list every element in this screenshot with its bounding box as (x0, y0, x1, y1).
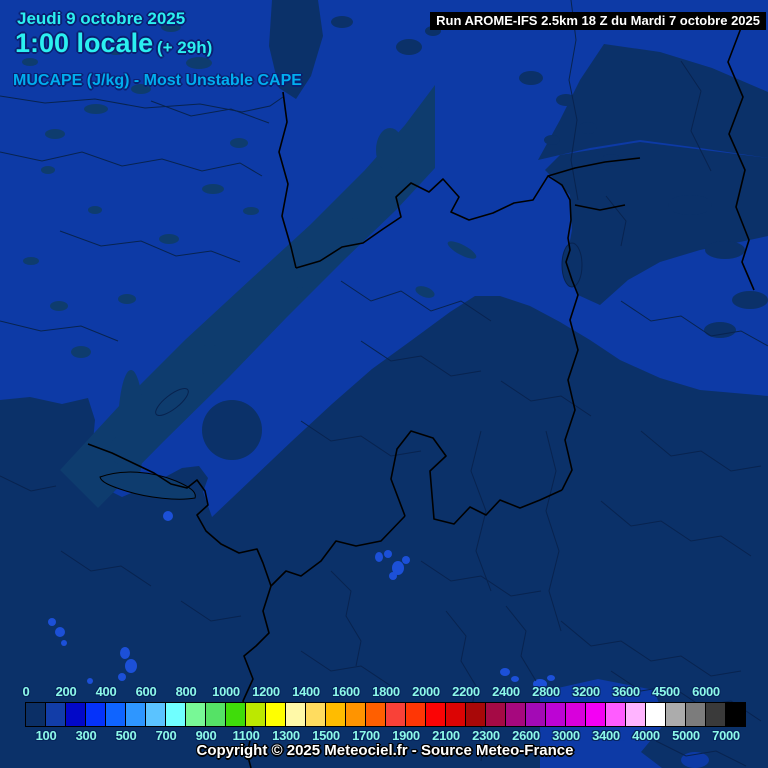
border-bodensee-shore (547, 157, 641, 177)
legend-cell-3200-3400 (585, 702, 606, 727)
rhine-valley-region (561, 242, 583, 288)
border-german-austrian (727, 27, 755, 291)
legend-cell-2600-2800 (525, 702, 546, 727)
legend-label-2100: 2100 (432, 728, 460, 743)
legend-cell-1500-1600 (325, 702, 346, 727)
legend-cell-6000-7000 (705, 702, 726, 727)
lake-geneva (99, 471, 196, 500)
legend-cell-1100-1200 (245, 702, 266, 727)
legend-label-3200: 3200 (572, 684, 600, 699)
legend-label-1400: 1400 (292, 684, 320, 699)
legend-cell-3600-4000 (625, 702, 646, 727)
legend-label-1600: 1600 (332, 684, 360, 699)
border-geneva (87, 443, 272, 587)
legend-label-1900: 1900 (392, 728, 420, 743)
legend-cell-1900-2000 (405, 702, 426, 727)
border-swiss-north-east (295, 175, 579, 491)
legend-cell-2400-2600 (505, 702, 526, 727)
lake-lucerne (415, 286, 435, 298)
lake-zurich (447, 241, 477, 259)
legend-cell-300-400 (85, 702, 106, 727)
legend-cell-1400-1500 (305, 702, 326, 727)
legend-label-700: 700 (155, 728, 177, 743)
legend-cell-1300-1400 (285, 702, 306, 727)
legend-cell-3000-3200 (565, 702, 586, 727)
lakes (99, 241, 583, 500)
legend-label-6000: 6000 (692, 684, 720, 699)
legend-label-2800: 2800 (532, 684, 560, 699)
legend-cell-2300-2400 (485, 702, 506, 727)
legend-label-1300: 1300 (272, 728, 300, 743)
country-borders (87, 27, 755, 768)
legend-cell-500-600 (125, 702, 146, 727)
forecast-local-time: 1:00 locale (15, 28, 154, 58)
legend-cell-400-500 (105, 702, 126, 727)
legend-label-1100: 1100 (232, 728, 260, 743)
legend-cell-4000-4500 (645, 702, 666, 727)
legend-cell-1800-1900 (385, 702, 406, 727)
legend-label-0: 0 (22, 684, 30, 699)
border-rhine (278, 91, 297, 269)
legend-cell-2800-3000 (545, 702, 566, 727)
legend-label-1200: 1200 (252, 684, 280, 699)
legend-label-100: 100 (35, 728, 57, 743)
legend-cell-3400-3600 (605, 702, 626, 727)
legend-label-200: 200 (55, 684, 77, 699)
legend-label-900: 900 (195, 728, 217, 743)
legend-cell-100-200 (45, 702, 66, 727)
legend-cell-1200-1300 (265, 702, 286, 727)
legend-cell-1700-1800 (365, 702, 386, 727)
legend-cell-900-1000 (205, 702, 226, 727)
legend-label-3400: 3400 (592, 728, 620, 743)
legend-cell-200-300 (65, 702, 86, 727)
legend-label-2600: 2600 (512, 728, 540, 743)
legend-label-2000: 2000 (412, 684, 440, 699)
cape-zero-relief-regions (22, 22, 435, 508)
border-swiss-south (390, 430, 563, 525)
parameter-title: MUCAPE (J/kg) - Most Unstable CAPE (13, 72, 302, 89)
legend-label-4500: 4500 (652, 684, 680, 699)
legend-cell-1600-1700 (345, 702, 366, 727)
legend-label-2300: 2300 (472, 728, 500, 743)
legend-label-3000: 3000 (552, 728, 580, 743)
legend-label-4000: 4000 (632, 728, 660, 743)
legend-label-2400: 2400 (492, 684, 520, 699)
legend-cell-7000+ (725, 702, 746, 727)
legend-label-1700: 1700 (352, 728, 380, 743)
legend-label-1800: 1800 (372, 684, 400, 699)
legend-cell-2100-2200 (445, 702, 466, 727)
cape-higher-spots (48, 511, 555, 689)
legend-cell-2000-2100 (425, 702, 446, 727)
legend-label-1500: 1500 (312, 728, 340, 743)
legend-label-500: 500 (115, 728, 137, 743)
legend-label-1000: 1000 (212, 684, 240, 699)
copyright-notice: Copyright © 2025 Meteociel.fr - Source M… (196, 742, 574, 759)
legend-label-3600: 3600 (612, 684, 640, 699)
lake-neuchatel (155, 388, 189, 416)
legend-cell-2200-2300 (465, 702, 486, 727)
legend-label-300: 300 (75, 728, 97, 743)
border-bodensee-east (574, 204, 626, 211)
legend-cell-700-800 (165, 702, 186, 727)
legend-cell-5000-6000 (685, 702, 706, 727)
legend-label-600: 600 (135, 684, 157, 699)
legend-cell-800-900 (185, 702, 206, 727)
model-run-info: Run AROME-IFS 2.5km 18 Z du Mardi 7 octo… (430, 12, 766, 30)
legend-label-2200: 2200 (452, 684, 480, 699)
legend-label-800: 800 (175, 684, 197, 699)
legend-cell-600-700 (145, 702, 166, 727)
legend-label-400: 400 (95, 684, 117, 699)
legend-cell-1000-1100 (225, 702, 246, 727)
forecast-hour-offset: (+ 29h) (157, 38, 213, 57)
legend-label-7000: 7000 (712, 728, 740, 743)
legend-cell-4500-5000 (665, 702, 686, 727)
legend-label-5000: 5000 (672, 728, 700, 743)
forecast-date: Jeudi 9 octobre 2025 (17, 9, 186, 28)
legend-cell-0-100 (25, 702, 46, 727)
